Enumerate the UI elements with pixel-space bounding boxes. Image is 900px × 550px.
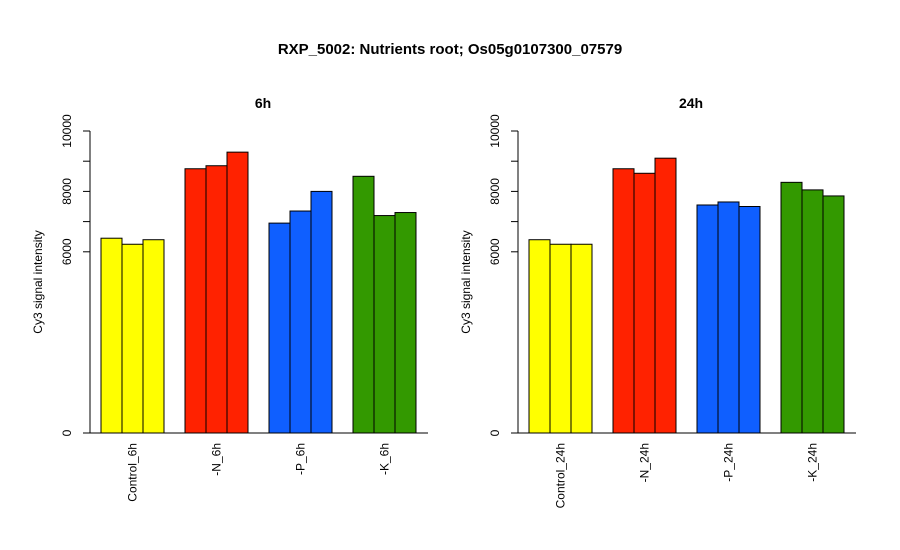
bar-6h-2-0	[268, 222, 291, 434]
bar-24h-3-1	[801, 189, 824, 434]
bar-6h-3-0	[352, 175, 375, 434]
bar-6h-1-1	[205, 165, 228, 434]
y-tick-label-24h-6000: 6000	[488, 238, 502, 265]
bar-24h-1-1	[633, 172, 656, 434]
panel-title-24h: 24h	[679, 95, 703, 111]
y-tick-label-24h-0: 0	[488, 429, 502, 436]
bar-24h-2-1	[717, 201, 740, 434]
x-tick-label-24h-1: -N_24h	[638, 443, 652, 482]
bar-24h-0-0	[528, 239, 551, 434]
y-axis-label-6h: Cy3 signal intensity	[31, 230, 45, 333]
bar-6h-3-2	[394, 212, 417, 434]
bar-6h-0-0	[100, 237, 123, 434]
y-axis-label-24h: Cy3 signal intensity	[459, 230, 473, 333]
bar-6h-1-2	[226, 151, 249, 434]
x-tick-label-24h-0: Control_24h	[554, 443, 568, 508]
bar-24h-3-2	[822, 195, 845, 434]
bar-6h-0-1	[121, 243, 144, 434]
bar-6h-0-2	[142, 239, 165, 434]
x-tick-label-24h-2: -P_24h	[722, 443, 736, 482]
panel-title-6h: 6h	[255, 95, 271, 111]
y-tick-label-24h-10000: 10000	[488, 114, 502, 148]
bar-24h-2-0	[696, 204, 719, 434]
x-tick-label-6h-0: Control_6h	[126, 443, 140, 502]
bar-6h-2-1	[289, 210, 312, 434]
y-tick-label-6h-0: 0	[60, 429, 74, 436]
y-tick-label-6h-6000: 6000	[60, 238, 74, 265]
bar-24h-0-2	[570, 243, 593, 434]
y-tick-label-6h-10000: 10000	[60, 114, 74, 148]
panel-24h: 24h Cy3 signal intensity 0 6000 8000 10000 Con…	[459, 95, 856, 508]
chart-title: RXP_5002: Nutrients root; Os05g0107300_0…	[278, 41, 622, 58]
x-tick-label-24h-3: -K_24h	[806, 443, 820, 482]
y-tick-label-24h-8000: 8000	[488, 178, 502, 205]
bar-24h-0-1	[549, 243, 572, 434]
x-tick-label-6h-1: -N_6h	[210, 443, 224, 476]
x-tick-label-6h-2: -P_6h	[294, 443, 308, 475]
bar-24h-1-2	[654, 157, 677, 434]
bar-24h-1-0	[612, 168, 635, 434]
bar-24h-2-2	[738, 206, 761, 434]
bar-6h-3-1	[373, 215, 396, 434]
bar-6h-2-2	[310, 190, 333, 434]
panel-6h: 6h Cy3 signal intensity 0 6000 8000 10000 Cont…	[31, 95, 428, 502]
x-tick-label-6h-3: -K_6h	[378, 443, 392, 475]
y-tick-label-6h-8000: 8000	[60, 178, 74, 205]
bar-6h-1-0	[184, 168, 207, 434]
bar-24h-3-0	[780, 181, 803, 434]
